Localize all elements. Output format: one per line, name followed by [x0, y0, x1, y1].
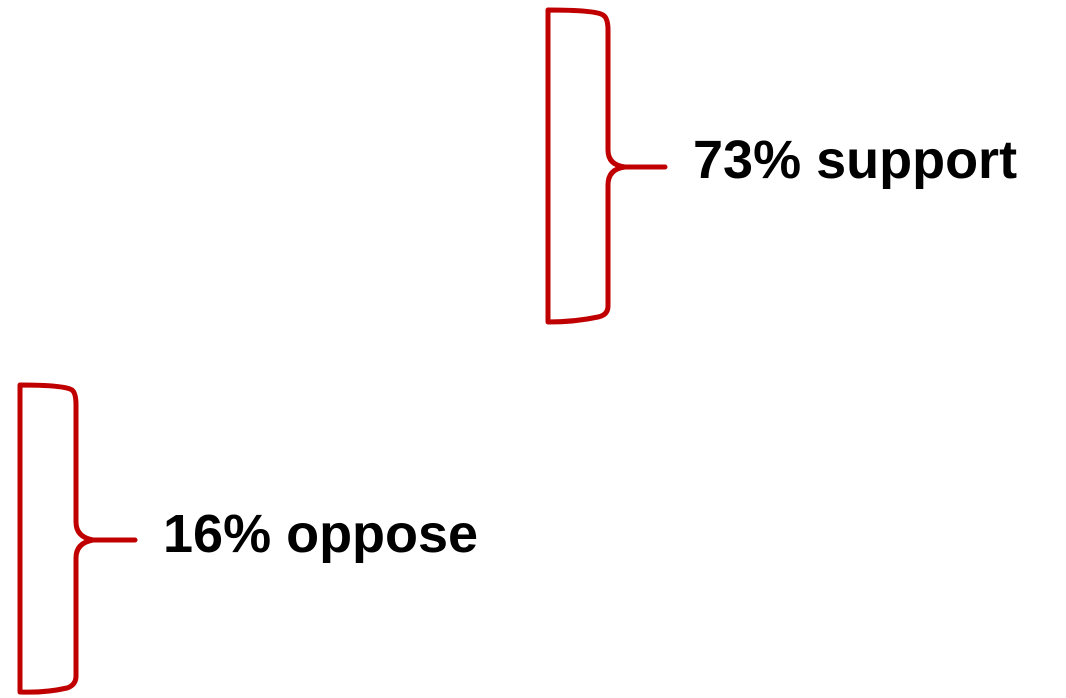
support-annotation: 73% support	[545, 7, 1017, 325]
bracket	[545, 7, 668, 325]
annotation-label: 73% support	[693, 130, 1017, 190]
oppose-annotation: 16% oppose	[17, 382, 478, 695]
bracket	[17, 382, 138, 695]
annotation-label: 16% oppose	[163, 504, 478, 564]
